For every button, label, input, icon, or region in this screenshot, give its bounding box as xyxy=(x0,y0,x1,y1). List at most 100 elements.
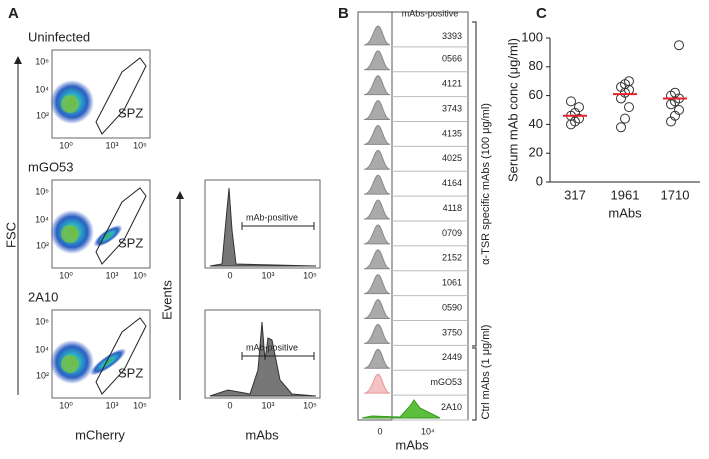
gate xyxy=(95,317,147,395)
x-tick-label: 10³ xyxy=(105,270,118,280)
histogram xyxy=(363,249,391,270)
row-label: 4164 xyxy=(442,178,462,188)
gate-label: SPZ xyxy=(118,235,143,250)
density xyxy=(61,95,79,113)
point xyxy=(620,113,630,124)
histogram xyxy=(363,299,391,319)
point xyxy=(624,76,634,87)
x-tick-label: 10³ xyxy=(261,400,274,410)
row-label: 0590 xyxy=(442,302,462,312)
x-tick-label: 0 xyxy=(227,400,232,410)
axis-label: Serum mAb conc (μg/ml) xyxy=(505,38,520,182)
density xyxy=(61,225,79,243)
y-tick-label: 60 xyxy=(529,87,543,102)
y-tick-label: 10² xyxy=(36,240,49,250)
x-tick-label: 10⁰ xyxy=(59,400,73,410)
gate-label: SPZ xyxy=(118,365,143,380)
row-label: 4135 xyxy=(442,128,462,138)
histogram xyxy=(363,174,391,195)
x-tick-label: 10³ xyxy=(105,400,118,410)
histogram xyxy=(209,187,317,267)
x-tick-label: 10⁵ xyxy=(303,270,317,280)
panel-letter: B xyxy=(338,5,349,22)
group-label: Ctrl mAbs (1 μg/ml) xyxy=(480,325,492,420)
histogram xyxy=(363,274,391,295)
axis-label: mAbs xyxy=(245,427,279,442)
axis-label: Events xyxy=(159,280,174,320)
row-label: 0709 xyxy=(442,228,462,238)
axis-label: mCherry xyxy=(75,427,125,442)
histogram xyxy=(363,75,391,96)
point xyxy=(616,122,626,133)
y-tick-label: 10⁶ xyxy=(35,56,49,66)
row-label: 4025 xyxy=(442,153,462,163)
gate-label: mAb-positive xyxy=(246,212,298,222)
point xyxy=(670,87,680,98)
axis-label: FSC xyxy=(3,222,18,248)
x-tick-label: 10⁰ xyxy=(59,270,73,280)
gate-label: mAb-positive xyxy=(246,342,298,352)
y-tick-label: 10² xyxy=(36,370,49,380)
y-tick-label: 10⁶ xyxy=(35,316,49,326)
x-tick-label: 0 xyxy=(227,270,232,280)
histogram xyxy=(209,321,317,397)
panel-letter: C xyxy=(536,5,547,22)
hist-frame xyxy=(204,309,321,399)
gate xyxy=(95,57,147,135)
row-label: 3750 xyxy=(442,327,462,337)
plot-title: 2A10 xyxy=(28,289,58,304)
y-tick-label: 100 xyxy=(521,29,543,44)
histogram xyxy=(363,348,391,369)
row-label: 2A10 xyxy=(441,402,462,412)
y-tick-label: 10⁴ xyxy=(35,214,49,224)
histogram xyxy=(363,25,391,46)
density xyxy=(61,355,79,373)
row-label: 3743 xyxy=(442,103,462,113)
point xyxy=(674,105,684,115)
histogram xyxy=(363,100,391,120)
group-label: α-TSR specific mAbs (100 μg/ml) xyxy=(480,103,492,265)
axis-label: mAbs xyxy=(395,437,429,452)
row-label: 2449 xyxy=(442,352,462,362)
row-label: 1061 xyxy=(442,278,462,288)
x-tick-label: 10³ xyxy=(105,140,118,150)
y-tick-label: 0 xyxy=(536,173,543,188)
histogram xyxy=(363,373,391,394)
histogram xyxy=(363,224,391,245)
axis-label: mAbs xyxy=(608,205,642,220)
x-tick-label: 10⁵ xyxy=(133,140,147,150)
x-tick-label: 1961 xyxy=(611,187,640,202)
row-label: 2152 xyxy=(442,253,462,263)
gate xyxy=(95,187,147,265)
hist-frame xyxy=(204,179,321,269)
point xyxy=(574,102,584,113)
point xyxy=(674,40,684,51)
histogram xyxy=(363,50,391,71)
row-label: 3393 xyxy=(442,31,462,41)
row-label: 4121 xyxy=(442,79,462,89)
panel-letter: A xyxy=(8,5,19,22)
histogram xyxy=(363,323,391,344)
y-tick-label: 10² xyxy=(36,110,49,120)
bracket xyxy=(472,21,477,421)
y-tick-label: 10⁶ xyxy=(35,186,49,196)
row-label: 0566 xyxy=(442,54,462,64)
histogram xyxy=(363,124,391,145)
histogram xyxy=(363,199,391,220)
x-tick-label: 1710 xyxy=(661,187,690,202)
header: mAbs-positive xyxy=(402,8,459,18)
histogram xyxy=(363,149,391,170)
x-tick-label: 10⁰ xyxy=(59,140,73,150)
density xyxy=(89,348,127,376)
y-tick-label: 80 xyxy=(529,58,543,73)
row-label: 4118 xyxy=(443,203,462,213)
x-tick-label: 10⁵ xyxy=(133,400,147,410)
plot-title: Uninfected xyxy=(28,29,90,44)
y-tick-label: 10⁴ xyxy=(35,344,49,354)
y-tick-label: 40 xyxy=(529,116,543,131)
x-tick-label: 10⁴ xyxy=(421,426,435,436)
x-tick-label: 10³ xyxy=(261,270,274,280)
gate-label: SPZ xyxy=(118,105,143,120)
x-tick-label: 10⁵ xyxy=(133,270,147,280)
